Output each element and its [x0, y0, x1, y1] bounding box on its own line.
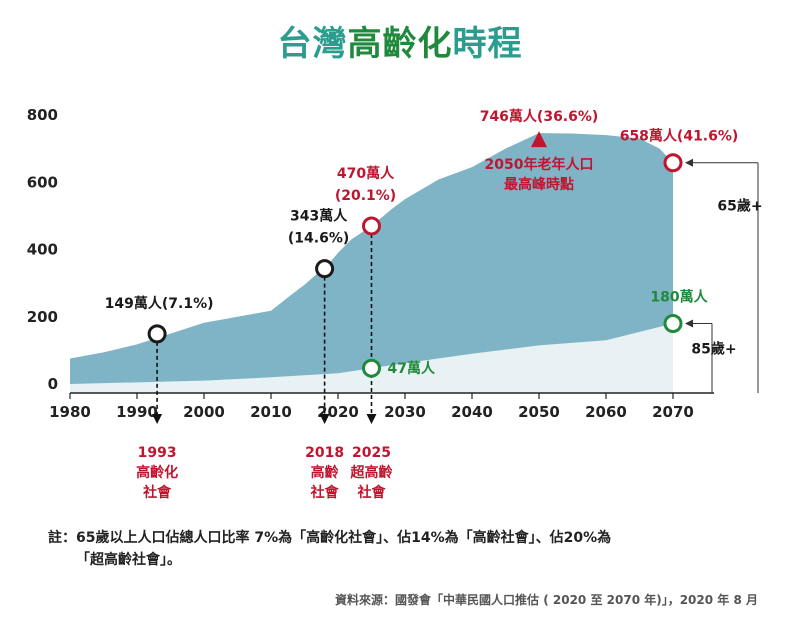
source-text: 資料來源：國發會「中華民國人口推估 ( 2020 至 2070 年)」，2020… — [335, 593, 758, 607]
data-point-marker — [663, 313, 683, 333]
milestone-arrow — [152, 414, 163, 424]
y-tick-label: 0 — [48, 375, 58, 393]
title-part1: 台灣 — [278, 24, 348, 64]
milestone-label-line2: 社會 — [310, 484, 340, 501]
milestone-label-line2: 社會 — [142, 484, 172, 501]
x-tick-label: 2070 — [652, 403, 694, 421]
plot-area: 1980 1990 2000 2010 2020 2030 2040 2050 2060 2070… — [27, 106, 763, 501]
footnote: 註：65歲以上人口佔總人口比率 7%為「高齡化社會」、佔14%為「高齡社會」、佔… — [48, 527, 768, 571]
milestone-year: 2018 — [305, 445, 344, 461]
data-point-marker — [663, 153, 683, 173]
peak-triangle-marker — [531, 131, 547, 148]
chart-title: 台灣高齡化時程 — [278, 24, 523, 64]
data-point-label: 343萬人 — [290, 208, 348, 225]
bracket-85-arrowhead — [685, 319, 693, 328]
area-85-plus — [70, 323, 673, 393]
data-point-label: (20.1%) — [335, 188, 396, 204]
data-point-label: (14.6%) — [288, 231, 349, 247]
data-point-label: 47萬人 — [388, 360, 436, 377]
bracket-65-arrowhead — [685, 158, 693, 167]
x-tick-label: 2000 — [183, 403, 225, 421]
bracket-65-label: 65歲+ — [717, 198, 762, 215]
x-tick-label: 1980 — [49, 403, 91, 421]
x-tick-label: 1990 — [116, 403, 158, 421]
milestone-year: 2025 — [352, 445, 391, 461]
y-tick-label: 800 — [27, 106, 58, 124]
y-tick-label: 400 — [27, 241, 58, 259]
data-point-label: 149萬人(7.1%) — [105, 295, 214, 312]
x-tick-label: 2010 — [250, 403, 292, 421]
milestone-arrow — [319, 414, 330, 424]
title-part3: 時程 — [453, 24, 523, 64]
milestone-arrow — [366, 414, 377, 424]
peak-note-line1: 2050年老年人口 — [485, 156, 594, 173]
y-tick-label: 600 — [27, 173, 58, 191]
data-point-marker — [315, 259, 335, 279]
data-point-label: 658萬人(41.6%) — [620, 128, 739, 145]
footnote-line2: 「超高齡社會」。 — [76, 552, 181, 568]
data-point-label: 470萬人 — [337, 165, 395, 182]
x-tick-label: 2030 — [384, 403, 426, 421]
milestone-label-line1: 超高齡 — [350, 464, 393, 481]
peak-label: 746萬人(36.6%) — [480, 108, 599, 125]
milestone-label-line2: 社會 — [357, 484, 387, 501]
data-point-marker — [362, 358, 381, 378]
data-point-label: 180萬人 — [650, 288, 708, 305]
svg-text:台灣高齡化時程: 台灣高齡化時程 — [278, 24, 523, 64]
peak-note-line2: 最高峰時點 — [504, 176, 574, 193]
footnote-line1: 註：65歲以上人口佔總人口比率 7%為「高齡化社會」、佔14%為「高齡社會」、佔… — [48, 530, 612, 546]
x-tick-label: 2050 — [518, 403, 560, 421]
data-point-marker — [362, 216, 381, 236]
milestone-label-line1: 高齡 — [311, 464, 339, 481]
y-tick-label: 200 — [27, 308, 58, 326]
title-part2: 高齡化 — [348, 24, 453, 64]
milestone-label-line1: 高齡化 — [136, 464, 178, 481]
data-point-marker — [147, 324, 167, 344]
x-tick-label: 2060 — [585, 403, 627, 421]
milestone-year: 1993 — [138, 445, 177, 461]
bracket-85-label: 85歲+ — [691, 340, 736, 357]
x-tick-label: 2040 — [451, 403, 493, 421]
